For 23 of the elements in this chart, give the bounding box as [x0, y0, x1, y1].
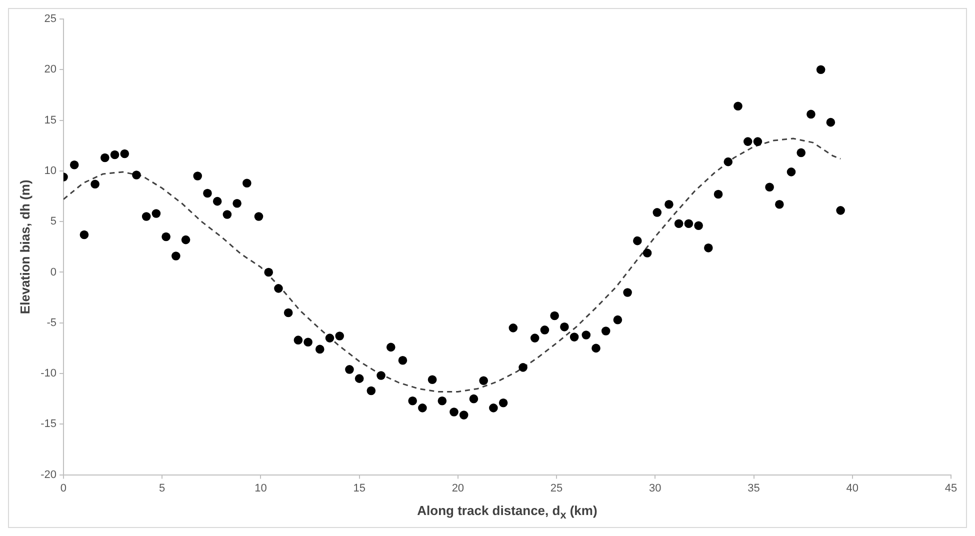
y-tick-label: 20 [44, 64, 56, 76]
y-tick-label: -10 [40, 368, 56, 380]
x-tick-label: 5 [159, 482, 166, 494]
y-tick-label: 15 [44, 114, 56, 126]
y-tick-label: -5 [46, 316, 56, 329]
x-tick-label: 20 [452, 482, 464, 494]
x-tick-label: 25 [550, 482, 563, 494]
y-tick-label: 10 [44, 164, 56, 177]
x-tick-label: 45 [944, 482, 958, 494]
y-axis-title: Elevation bias, dh (m) [17, 180, 32, 314]
y-tick-label: 0 [50, 266, 56, 278]
x-tick-label: 15 [353, 482, 366, 494]
x-tick-label: 40 [846, 482, 859, 494]
y-tick-label: 25 [44, 13, 56, 26]
y-tick-label: 5 [50, 216, 56, 228]
x-tick-label: 10 [254, 482, 267, 494]
x-tick-label: 30 [649, 482, 662, 494]
line-series [64, 138, 842, 392]
x-tick-label: 0 [60, 482, 67, 494]
x-axis-title: Along track distance, d$_{x}$ (km) [416, 503, 598, 522]
x-tick-label: 35 [748, 482, 760, 494]
y-tick-label: -20 [40, 468, 56, 481]
y-tick-label: -15 [40, 418, 56, 430]
